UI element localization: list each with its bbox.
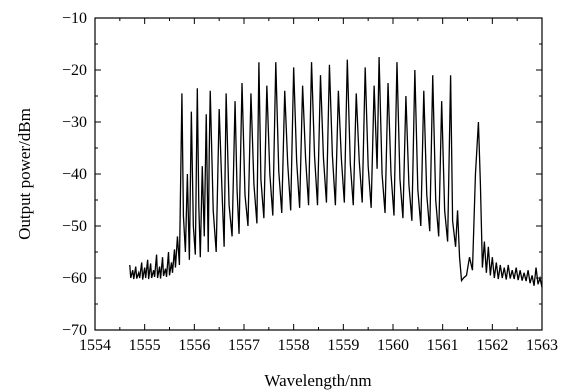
y-tick-label: −40 bbox=[62, 166, 87, 183]
x-tick-label: 1559 bbox=[327, 337, 359, 354]
series-line-0 bbox=[129, 56, 543, 288]
x-axis-label: Wavelength/nm bbox=[264, 371, 371, 390]
x-tick-label: 1558 bbox=[278, 337, 310, 354]
y-tick-label: −20 bbox=[62, 62, 87, 79]
y-tick-label: −50 bbox=[62, 218, 87, 235]
y-tick-label: −10 bbox=[62, 10, 87, 27]
x-tick-labels: 1554 1555 1556 1557 1558 1559 1560 1561 1562 1563 bbox=[79, 337, 558, 354]
x-tick-label: 1557 bbox=[228, 337, 260, 354]
x-tick-label: 1554 bbox=[79, 337, 111, 354]
x-tick-label: 1556 bbox=[178, 337, 210, 354]
series-layer bbox=[129, 56, 543, 288]
y-tick-label: −70 bbox=[62, 322, 87, 339]
x-tick-label: 1561 bbox=[427, 337, 459, 354]
y-tick-label: −60 bbox=[62, 270, 87, 287]
y-axis-label: Output power/dBm bbox=[15, 108, 34, 240]
x-tick-label: 1560 bbox=[377, 337, 409, 354]
y-tick-label: −30 bbox=[62, 114, 87, 131]
y-tick-labels: −70 −60 −50 −40 −30 −20 −10 bbox=[62, 10, 87, 339]
x-tick-label: 1562 bbox=[476, 337, 508, 354]
x-tick-label: 1563 bbox=[526, 337, 558, 354]
tick-marks bbox=[94, 17, 543, 331]
x-tick-label: 1555 bbox=[129, 337, 161, 354]
